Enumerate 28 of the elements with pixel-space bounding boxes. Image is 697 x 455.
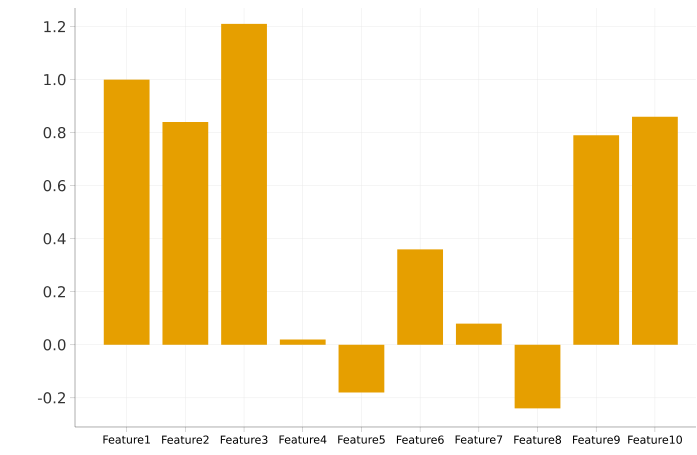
bar: [632, 116, 678, 345]
x-tick-label: Feature10: [628, 436, 682, 444]
y-tick-label: 0.6: [44, 180, 66, 192]
x-tick-label: Feature4: [280, 436, 326, 444]
y-tick-label: 0.8: [44, 126, 66, 138]
bar: [397, 249, 444, 345]
x-tick-label: Feature2: [162, 436, 209, 444]
x-tick-label: Feature6: [396, 436, 444, 444]
x-tick-label: Feature7: [456, 436, 502, 444]
x-tick-label: Feature8: [514, 436, 562, 444]
y-tick-label: -0.2: [38, 392, 65, 404]
bar: [456, 324, 502, 345]
y-tick-label: 1.2: [44, 20, 65, 32]
y-tick-label: 0.4: [44, 233, 66, 244]
x-tick-label: Feature1: [103, 436, 150, 444]
bar: [573, 135, 620, 345]
x-tick-label: Feature3: [220, 436, 268, 444]
y-tick-label: 1.0: [44, 74, 66, 86]
bar: [514, 344, 560, 408]
bar: [221, 24, 267, 345]
bar: [338, 344, 384, 393]
y-tick-label: 0.0: [44, 339, 66, 350]
x-tick-label: Feature5: [338, 436, 385, 444]
bar: [280, 339, 326, 345]
bar: [104, 80, 150, 345]
y-tick-label: 0.2: [44, 286, 65, 298]
x-tick-label: Feature9: [573, 436, 620, 444]
bar: [162, 122, 208, 345]
